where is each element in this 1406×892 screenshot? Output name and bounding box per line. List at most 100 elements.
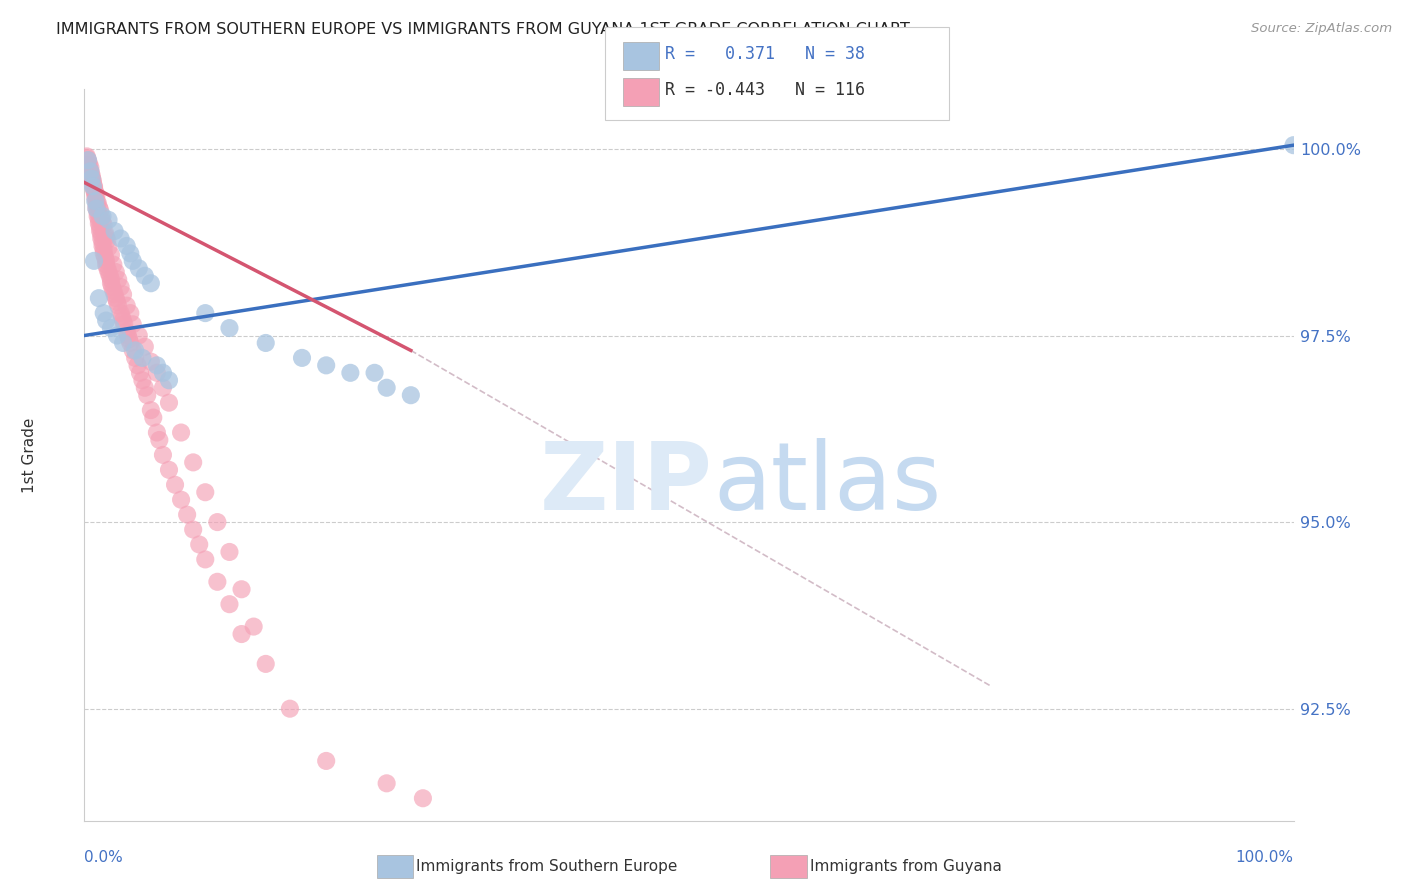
Point: [315, 359, 337, 373]
Point: [146, 425, 169, 440]
Point: [107, 299, 129, 313]
Point: [139, 354, 162, 368]
Point: [121, 318, 143, 332]
Point: [83, 180, 105, 194]
Point: [82, 176, 104, 190]
Text: 100.0%: 100.0%: [1236, 850, 1294, 865]
Point: [91, 209, 114, 223]
Point: [170, 492, 193, 507]
Point: [86, 209, 108, 223]
Point: [83, 253, 105, 268]
Point: [165, 477, 187, 491]
Point: [157, 373, 180, 387]
Point: [80, 171, 103, 186]
Point: [100, 277, 122, 291]
Point: [105, 294, 128, 309]
Point: [84, 185, 107, 199]
Point: [128, 261, 150, 276]
Point: [107, 272, 129, 286]
Point: [87, 217, 110, 231]
Point: [77, 153, 100, 167]
Text: ZIP: ZIP: [540, 438, 713, 530]
Point: [94, 258, 117, 272]
Text: 0.0%: 0.0%: [84, 850, 124, 865]
Point: [82, 173, 104, 187]
Point: [91, 215, 114, 229]
Point: [152, 448, 174, 462]
Point: [121, 253, 143, 268]
Point: [96, 233, 118, 247]
Point: [93, 246, 115, 260]
Point: [104, 287, 127, 301]
Point: [104, 291, 127, 305]
Point: [86, 195, 108, 210]
Point: [127, 359, 149, 373]
Point: [86, 198, 108, 212]
Point: [146, 366, 169, 380]
Point: [291, 351, 314, 365]
Point: [96, 261, 118, 276]
Point: [101, 280, 124, 294]
Point: [110, 280, 132, 294]
Point: [80, 168, 103, 182]
Point: [181, 523, 204, 537]
Point: [148, 433, 170, 447]
Point: [194, 552, 217, 566]
Point: [89, 220, 111, 235]
Point: [93, 306, 115, 320]
Point: [87, 212, 110, 227]
Point: [120, 306, 142, 320]
Point: [134, 381, 156, 395]
Point: [118, 332, 141, 346]
Point: [110, 231, 132, 245]
Point: [80, 170, 103, 185]
Point: [91, 235, 114, 250]
Point: [157, 463, 180, 477]
Point: [86, 205, 108, 219]
Point: [339, 366, 361, 380]
Point: [412, 791, 434, 805]
Point: [254, 335, 277, 350]
Point: [194, 306, 217, 320]
Point: [315, 754, 337, 768]
Point: [131, 351, 153, 365]
Point: [115, 299, 138, 313]
Point: [152, 366, 174, 380]
Point: [90, 227, 112, 242]
Point: [86, 202, 108, 216]
Point: [76, 151, 98, 165]
Point: [83, 179, 105, 194]
Point: [115, 325, 138, 339]
Point: [142, 410, 165, 425]
Point: [176, 508, 198, 522]
Point: [84, 194, 107, 209]
Point: [87, 200, 110, 214]
Point: [100, 248, 122, 262]
Point: [93, 243, 115, 257]
Point: [77, 157, 100, 171]
Point: [231, 582, 253, 597]
Point: [218, 321, 240, 335]
Point: [111, 310, 134, 324]
Point: [254, 657, 277, 671]
Point: [94, 226, 117, 240]
Point: [103, 284, 125, 298]
Text: atlas: atlas: [713, 438, 942, 530]
Point: [93, 218, 115, 232]
Text: Immigrants from Southern Europe: Immigrants from Southern Europe: [416, 859, 678, 873]
Point: [105, 328, 128, 343]
Point: [89, 224, 111, 238]
Point: [120, 335, 142, 350]
Point: [77, 162, 100, 177]
Point: [82, 179, 104, 194]
Point: [104, 224, 127, 238]
Point: [86, 194, 108, 209]
Point: [117, 328, 139, 343]
Point: [112, 318, 135, 332]
Point: [112, 287, 135, 301]
Point: [79, 161, 101, 175]
Point: [86, 202, 108, 216]
Point: [218, 545, 240, 559]
Point: [131, 373, 153, 387]
Point: [218, 597, 240, 611]
